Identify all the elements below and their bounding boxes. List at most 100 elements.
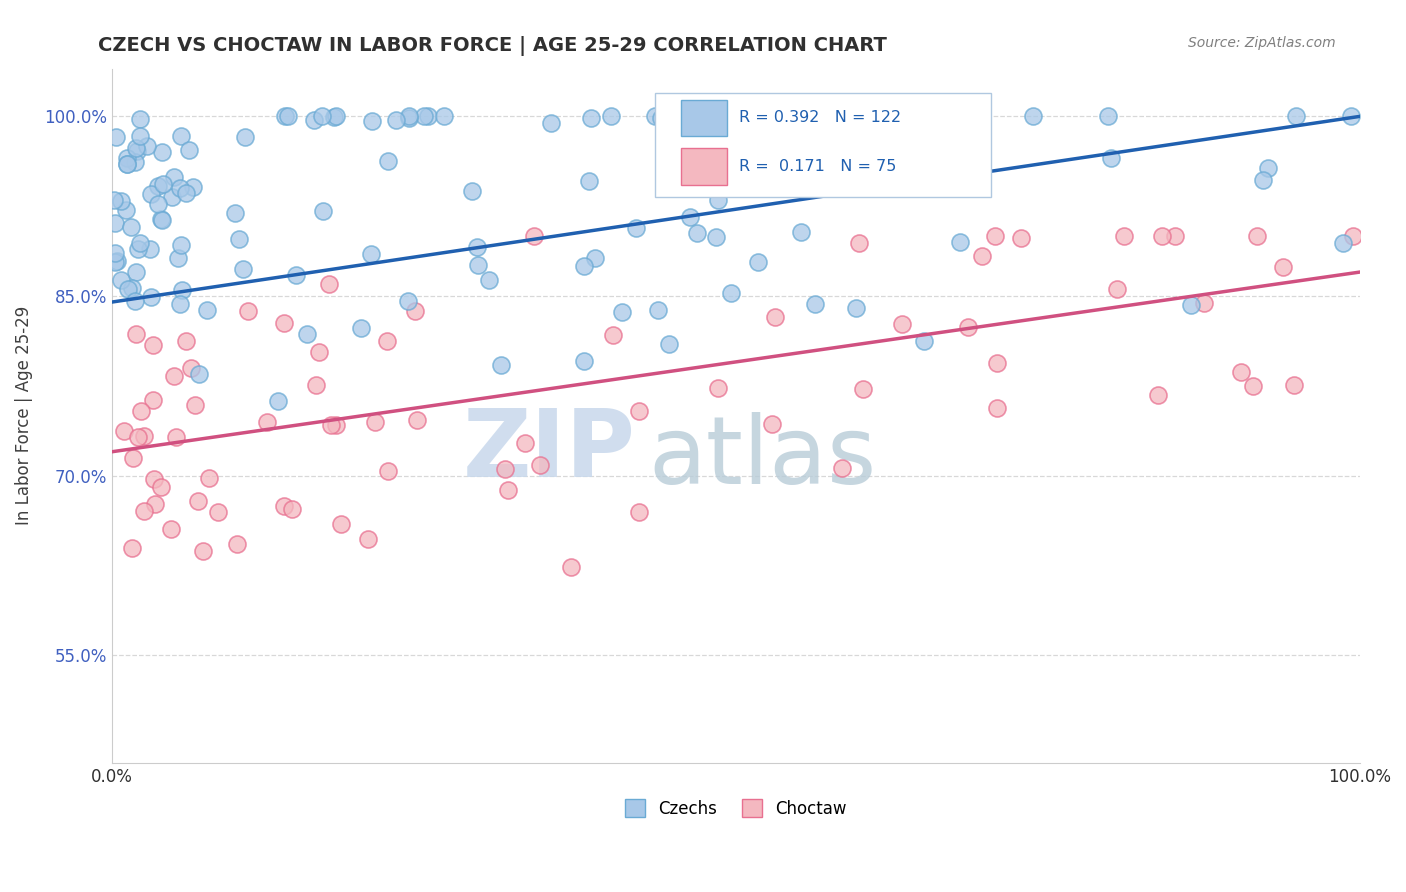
- Point: [523, 229, 546, 244]
- Point: [579, 111, 602, 125]
- Point: [478, 273, 501, 287]
- Point: [650, 111, 672, 125]
- Point: [686, 227, 709, 241]
- Point: [110, 273, 132, 287]
- Point: [163, 169, 186, 184]
- Point: [302, 112, 325, 127]
- Point: [398, 111, 420, 125]
- Point: [1112, 229, 1135, 244]
- Point: [398, 110, 420, 124]
- Point: [150, 145, 173, 159]
- Point: [170, 129, 193, 144]
- Point: [578, 174, 600, 188]
- Point: [146, 197, 169, 211]
- Point: [174, 334, 197, 349]
- Point: [654, 110, 676, 124]
- Point: [149, 480, 172, 494]
- Point: [228, 232, 250, 246]
- Point: [127, 144, 149, 158]
- Point: [187, 493, 209, 508]
- Point: [224, 206, 246, 220]
- Point: [610, 305, 633, 319]
- Point: [124, 155, 146, 169]
- Point: [984, 229, 1007, 244]
- Point: [195, 303, 218, 318]
- Point: [207, 505, 229, 519]
- Point: [142, 338, 165, 352]
- Point: [232, 262, 254, 277]
- Text: R =  0.171   N = 75: R = 0.171 N = 75: [740, 159, 897, 174]
- Point: [104, 245, 127, 260]
- Point: [169, 297, 191, 311]
- Point: [986, 401, 1008, 416]
- Point: [763, 310, 786, 324]
- Point: [330, 517, 353, 532]
- Text: R = 0.392   N = 122: R = 0.392 N = 122: [740, 111, 901, 126]
- Point: [1230, 365, 1253, 379]
- Point: [647, 303, 669, 318]
- Point: [890, 317, 912, 331]
- Point: [574, 259, 596, 273]
- Point: [706, 230, 728, 244]
- Point: [948, 235, 970, 249]
- Point: [152, 178, 174, 192]
- Point: [733, 165, 755, 179]
- Point: [349, 321, 371, 335]
- Point: [360, 247, 382, 261]
- Point: [125, 265, 148, 279]
- Point: [142, 392, 165, 407]
- Point: [180, 361, 202, 376]
- Point: [170, 284, 193, 298]
- FancyBboxPatch shape: [681, 148, 727, 185]
- Point: [418, 110, 440, 124]
- Point: [707, 381, 730, 395]
- Point: [184, 398, 207, 412]
- Point: [274, 110, 297, 124]
- Point: [685, 110, 707, 124]
- Point: [804, 296, 827, 310]
- Point: [831, 461, 853, 475]
- Point: [405, 413, 427, 427]
- Point: [104, 216, 127, 230]
- Point: [600, 110, 623, 124]
- Point: [125, 327, 148, 342]
- Point: [160, 190, 183, 204]
- Point: [139, 242, 162, 256]
- Point: [132, 504, 155, 518]
- Point: [146, 179, 169, 194]
- Point: [626, 221, 648, 235]
- Point: [325, 417, 347, 432]
- Legend: Czechs, Choctaw: Czechs, Choctaw: [619, 793, 853, 824]
- Point: [110, 194, 132, 209]
- Point: [1331, 235, 1354, 250]
- Point: [311, 110, 333, 124]
- Point: [112, 424, 135, 438]
- Point: [782, 151, 804, 165]
- Point: [136, 138, 159, 153]
- Point: [115, 156, 138, 170]
- Point: [150, 213, 173, 227]
- Point: [1246, 229, 1268, 244]
- Point: [285, 268, 308, 283]
- Point: [1285, 110, 1308, 124]
- Text: CZECH VS CHOCTAW IN LABOR FORCE | AGE 25-29 CORRELATION CHART: CZECH VS CHOCTAW IN LABOR FORCE | AGE 25…: [98, 36, 887, 55]
- Point: [312, 203, 335, 218]
- Point: [513, 436, 536, 450]
- Point: [496, 483, 519, 497]
- Point: [267, 394, 290, 409]
- Point: [1272, 260, 1295, 274]
- Point: [120, 220, 142, 235]
- Point: [134, 428, 156, 442]
- Point: [396, 293, 419, 308]
- Point: [628, 505, 651, 519]
- Point: [360, 113, 382, 128]
- Point: [177, 143, 200, 157]
- Point: [273, 499, 295, 513]
- Point: [1097, 110, 1119, 124]
- Point: [117, 282, 139, 296]
- Point: [174, 186, 197, 201]
- Point: [115, 156, 138, 170]
- Point: [295, 326, 318, 341]
- Point: [377, 464, 399, 478]
- Point: [602, 327, 624, 342]
